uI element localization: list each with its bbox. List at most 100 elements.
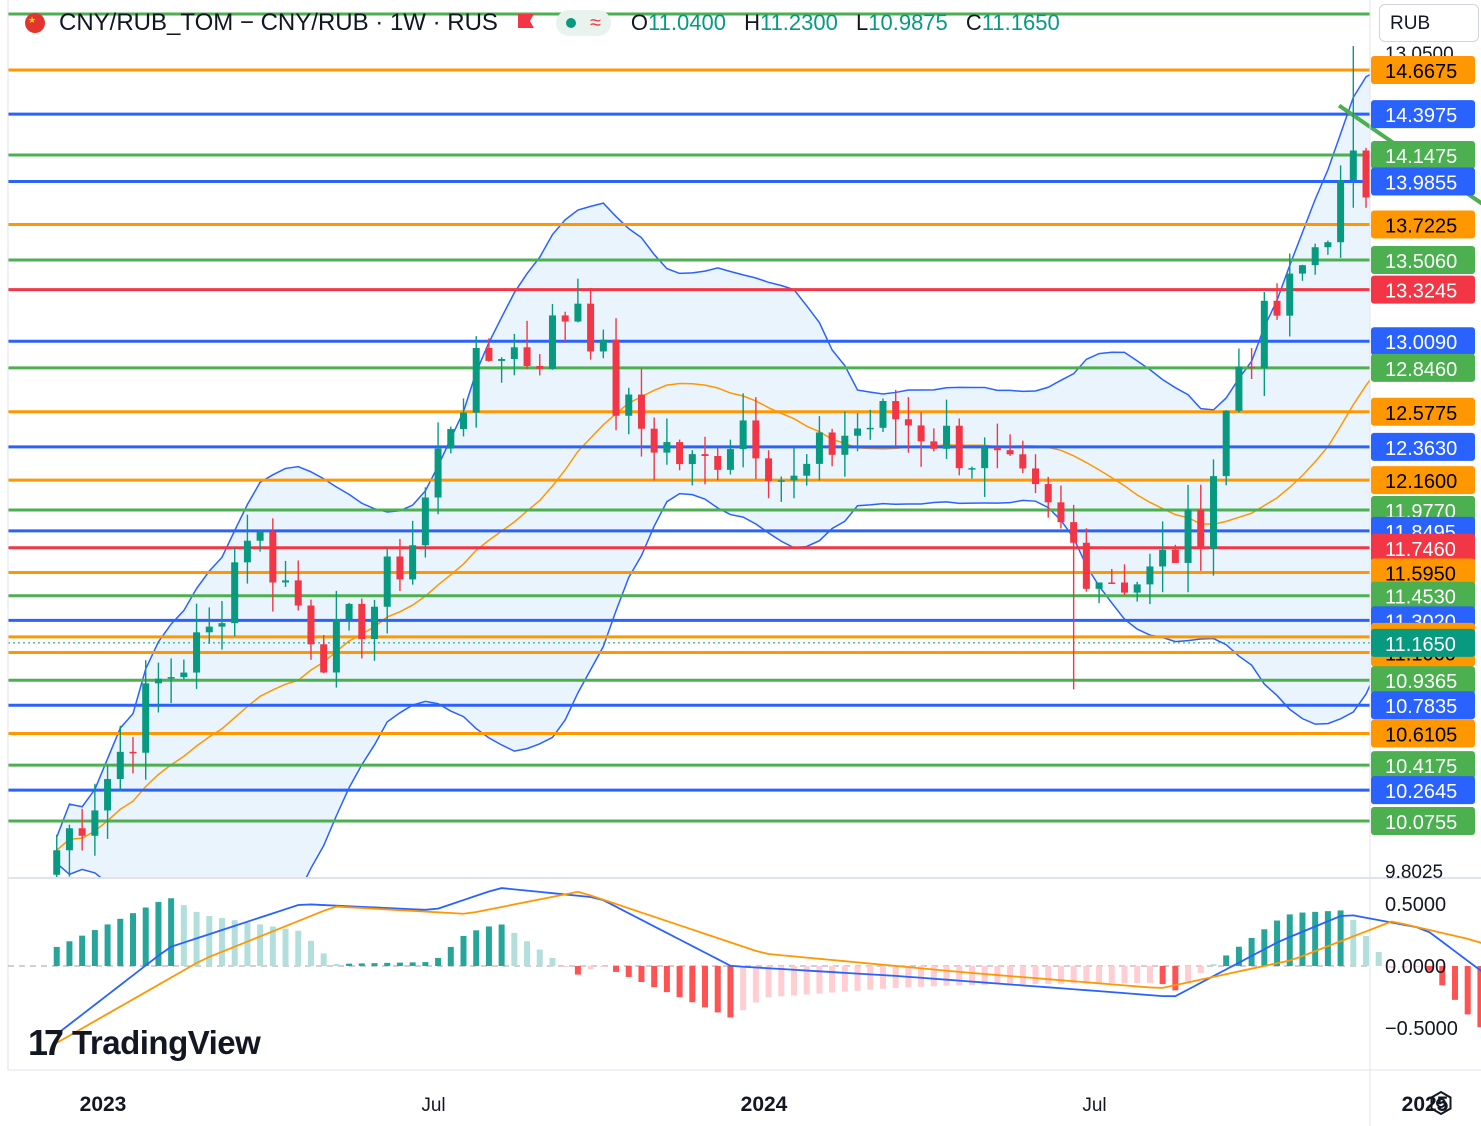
candle-body [803, 463, 811, 476]
macd-histogram-bar [918, 966, 925, 987]
candle-body [536, 366, 544, 369]
tradingview-logo: 17 TradingView [28, 1022, 261, 1063]
macd-histogram-bar [1096, 966, 1103, 984]
candle-body [1477, 349, 1481, 425]
candle-body [421, 497, 429, 546]
candle-body [663, 442, 671, 453]
price-label-22: 10.6105 [1385, 725, 1457, 747]
candle-body [625, 394, 633, 416]
flag-marker-icon[interactable] [518, 14, 538, 32]
price-label-25-bg [1371, 807, 1475, 835]
price-label-11: 12.1600 [1385, 471, 1457, 493]
candle-body [599, 339, 607, 352]
candle-body [231, 562, 239, 624]
candle-body [1286, 273, 1294, 316]
macd-histogram-bar [384, 962, 391, 966]
macd-histogram-bar [930, 966, 937, 987]
candle-body [1235, 366, 1243, 411]
macd-histogram-bar [1324, 911, 1331, 966]
candle-body [1044, 484, 1052, 503]
candle-body [612, 339, 620, 416]
candle-body [434, 448, 442, 498]
candle-body [104, 779, 112, 811]
candle-body [371, 606, 379, 640]
candle-body [307, 605, 315, 645]
price-label-16-bg [1371, 581, 1475, 610]
price-label-20: 10.9365 [1385, 671, 1457, 693]
macd-histogram-bar [1286, 914, 1293, 966]
macd-histogram-bar [549, 957, 556, 966]
time-tick-1: Jul [421, 1095, 445, 1116]
settings-gear-icon[interactable] [1428, 1090, 1454, 1116]
tv-logo-mark-icon: 17 [28, 1022, 64, 1063]
candle-body [955, 425, 963, 469]
macd-histogram-bar [1426, 966, 1433, 971]
candle-body [180, 672, 188, 678]
price-label-2: 14.1475 [1385, 146, 1457, 168]
candle-body [574, 303, 582, 322]
candle-body [205, 626, 213, 633]
candle-body [65, 828, 73, 851]
macd-histogram-bar [803, 966, 810, 995]
candle-body [142, 683, 150, 753]
macd-histogram-bar [485, 926, 492, 966]
macd-histogram-bar [295, 930, 302, 966]
macd-histogram-bar [1045, 966, 1052, 984]
price-label-23-bg [1371, 751, 1475, 780]
symbol-title[interactable]: CNY/RUB_TOM − CNY/RUB · 1W · RUS [59, 9, 498, 36]
macd-histogram-bar [422, 962, 429, 966]
macd-histogram-bar [1248, 937, 1255, 966]
price-label-9-bg [1371, 397, 1475, 426]
macd-histogram-bar [473, 930, 480, 966]
macd-histogram-bar [524, 941, 531, 966]
candle-body [841, 435, 849, 455]
macd-histogram-bar [892, 966, 899, 988]
price-label-7-bg [1371, 327, 1475, 356]
candle-body [218, 623, 226, 627]
macd-histogram-bar [447, 946, 454, 966]
price-label-5-bg [1371, 245, 1475, 274]
last-price-label: 11.1650 [1385, 634, 1456, 656]
macd-histogram-bar [613, 966, 620, 972]
price-label-10: 12.3630 [1385, 438, 1457, 460]
candle-body [968, 468, 976, 470]
time-axis: 2023Jul2024Jul2025Jul2026Jul [80, 1093, 1449, 1116]
macd-histogram-bar [1108, 966, 1115, 984]
macd-histogram-bar [358, 963, 365, 966]
horizontal-levels [8, 12, 1370, 823]
macd-histogram-bar [1261, 929, 1268, 966]
price-axis: 13.05009.802514.667514.397514.147513.985… [7, 0, 1481, 1126]
time-tick-3: Jul [1082, 1095, 1106, 1116]
candle-body [1362, 150, 1370, 198]
price-label-21-bg [1371, 691, 1475, 720]
price-label-4-bg [1371, 210, 1475, 239]
price-label-1-bg [1371, 100, 1475, 129]
macd-histogram-bar [1439, 966, 1446, 986]
macd-histogram-bar [1235, 946, 1242, 966]
price-label-6-bg [1371, 275, 1475, 304]
candle-body [1337, 179, 1345, 243]
candle-body [930, 441, 938, 449]
candle-body [1146, 566, 1154, 585]
macd-histogram-bar [257, 924, 264, 966]
macd-histogram-bar [244, 922, 251, 966]
candle-body [472, 347, 480, 413]
macd-histogram-bar [638, 966, 645, 983]
candle-body [892, 401, 900, 420]
status-pill[interactable]: ≈ [555, 10, 611, 36]
candle-body [548, 315, 556, 369]
candle-body [879, 401, 887, 428]
macd-histogram-bar [511, 932, 518, 966]
candle-body [1159, 549, 1167, 567]
candlesticks [53, 46, 1481, 877]
macd-histogram-bar [727, 966, 734, 1018]
candle-body [459, 412, 467, 430]
candle-body [1095, 582, 1103, 589]
macd-histogram-bar [943, 966, 950, 986]
candle-body [1248, 366, 1256, 369]
macd-histogram-bar [66, 941, 73, 966]
candle-body [854, 428, 862, 436]
price-label-9: 12.5775 [1385, 403, 1457, 425]
currency-selector[interactable]: RUB [1379, 4, 1479, 42]
